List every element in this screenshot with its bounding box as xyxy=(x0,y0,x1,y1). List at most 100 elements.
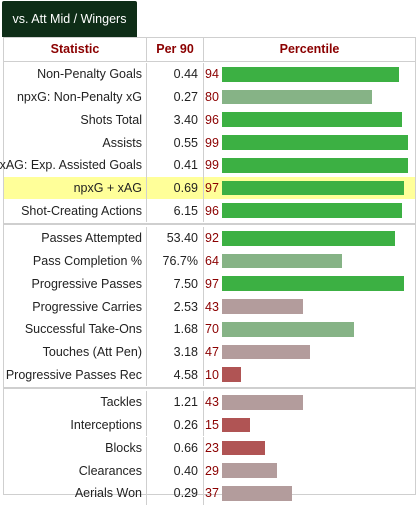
stat-label: Blocks xyxy=(4,436,147,460)
percentile-table: Statistic Per 90 Percentile Non-Penalty … xyxy=(0,37,416,505)
column-header-per90[interactable]: Per 90 xyxy=(147,38,204,61)
tab-att-mid-wingers[interactable]: vs. Att Mid / Wingers xyxy=(2,1,137,37)
percentile-bar-track xyxy=(222,295,412,318)
table-row: Progressive Passes Rec 4.58 10 xyxy=(4,363,415,387)
percentile-bar-track xyxy=(222,391,412,414)
percentile-value: 23 xyxy=(205,440,219,455)
column-header-percentile[interactable]: Percentile xyxy=(279,42,340,56)
percentile-bar xyxy=(222,157,409,173)
per90-value: 0.44 xyxy=(147,63,204,86)
stat-label: Tackles xyxy=(4,391,147,414)
table-row: Successful Take-Ons 1.68 70 xyxy=(4,317,415,341)
percentile-bar-track xyxy=(222,363,412,386)
per90-value: 6.15 xyxy=(147,199,204,222)
percentile-bar-track xyxy=(222,108,412,131)
percentile-bar xyxy=(222,463,277,478)
percentile-bar xyxy=(222,231,395,246)
stat-label: Aerials Won xyxy=(4,481,147,505)
percentile-bar xyxy=(222,89,373,105)
table-row: Shots Total 3.40 96 xyxy=(4,108,415,132)
stat-label: Passes Attempted xyxy=(4,227,147,250)
stat-label: Assists xyxy=(4,131,147,154)
per90-value: 1.21 xyxy=(147,391,204,414)
percentile-bar xyxy=(222,417,251,433)
percentile-bar xyxy=(222,344,311,360)
percentile-bar-track xyxy=(222,341,412,364)
table-row: Tackles 1.21 43 xyxy=(4,391,415,414)
percentile-value: 47 xyxy=(205,344,219,359)
percentile-value: 29 xyxy=(205,463,219,478)
percentile-value: 97 xyxy=(205,276,219,291)
percentile-bar-track xyxy=(222,250,412,273)
percentile-value: 96 xyxy=(205,203,219,218)
table-row: Assists 0.55 99 xyxy=(4,131,415,154)
stat-label: Shot-Creating Actions xyxy=(4,199,147,222)
stat-label: Shots Total xyxy=(4,108,147,132)
stat-label: npxG: Non-Penalty xG xyxy=(4,85,147,109)
percentile-bar-track xyxy=(222,482,412,505)
percentile-value: 70 xyxy=(205,322,219,337)
per90-value: 76.7% xyxy=(147,249,204,273)
per90-value: 0.29 xyxy=(147,481,204,505)
percentile-bar xyxy=(222,485,292,501)
per90-value: 4.58 xyxy=(147,363,204,387)
percentile-bar-track xyxy=(222,459,412,482)
percentile-bar-track xyxy=(222,131,412,154)
per90-value: 0.66 xyxy=(147,436,204,460)
table-row: Blocks 0.66 23 xyxy=(4,436,415,460)
tab-label: vs. Att Mid / Wingers xyxy=(12,12,127,26)
per90-value: 0.55 xyxy=(147,131,204,154)
percentile-bar xyxy=(222,203,403,218)
percentile-bar-track xyxy=(222,154,412,177)
table-row: Shot-Creating Actions 6.15 96 xyxy=(4,199,415,222)
per90-value: 0.26 xyxy=(147,413,204,437)
table-row: npxG: Non-Penalty xG 0.27 80 xyxy=(4,85,415,109)
percentile-value: 15 xyxy=(205,418,219,433)
percentile-bar-track xyxy=(222,86,412,109)
percentile-bar xyxy=(222,112,403,128)
stat-label: Progressive Passes xyxy=(4,272,147,296)
table-row: xAG: Exp. Assisted Goals 0.41 99 xyxy=(0,153,415,177)
stat-label: Touches (Att Pen) xyxy=(4,340,147,364)
stat-label: Non-Penalty Goals xyxy=(4,63,147,86)
percentile-value: 97 xyxy=(205,180,219,195)
percentile-bar xyxy=(222,135,409,150)
table-row: npxG + xAG 0.69 97 xyxy=(4,176,415,200)
table-row: Aerials Won 0.29 37 xyxy=(4,481,415,505)
percentile-value: 43 xyxy=(205,395,219,410)
percentile-value: 99 xyxy=(205,135,219,150)
per90-value: 1.68 xyxy=(147,317,204,341)
percentile-bar xyxy=(222,321,354,337)
table-row: Progressive Carries 2.53 43 xyxy=(4,295,415,318)
percentile-bar xyxy=(222,276,405,292)
stat-label: Pass Completion % xyxy=(4,249,147,273)
per90-value: 7.50 xyxy=(147,272,204,296)
percentile-value: 92 xyxy=(205,231,219,246)
table-row: Progressive Passes 7.50 97 xyxy=(4,272,415,296)
percentile-bar xyxy=(222,395,303,410)
per90-value: 3.40 xyxy=(147,108,204,132)
stat-label: npxG + xAG xyxy=(4,176,147,200)
stat-label: Progressive Passes Rec xyxy=(4,363,147,387)
percentile-bar xyxy=(222,440,266,456)
percentile-bar xyxy=(222,299,303,314)
table-row: Interceptions 0.26 15 xyxy=(4,413,415,437)
table-row: Touches (Att Pen) 3.18 47 xyxy=(4,340,415,364)
percentile-bar-track xyxy=(222,318,412,341)
percentile-bar-track xyxy=(222,63,412,86)
percentile-value: 94 xyxy=(205,67,219,82)
stat-label: Interceptions xyxy=(4,413,147,437)
percentile-value: 80 xyxy=(205,90,219,105)
percentile-value: 10 xyxy=(205,367,219,382)
column-header-statistic[interactable]: Statistic xyxy=(4,38,147,61)
percentile-value: 96 xyxy=(205,112,219,127)
stat-label: xAG: Exp. Assisted Goals xyxy=(0,153,147,177)
table-row: Non-Penalty Goals 0.44 94 xyxy=(4,63,415,86)
table-row: Passes Attempted 53.40 92 xyxy=(4,227,415,250)
group-separator xyxy=(4,387,415,390)
percentile-bar xyxy=(222,367,241,383)
per90-value: 0.69 xyxy=(147,176,204,200)
percentile-bar-track xyxy=(222,227,412,250)
percentile-value: 99 xyxy=(205,158,219,173)
stat-label: Successful Take-Ons xyxy=(4,317,147,341)
